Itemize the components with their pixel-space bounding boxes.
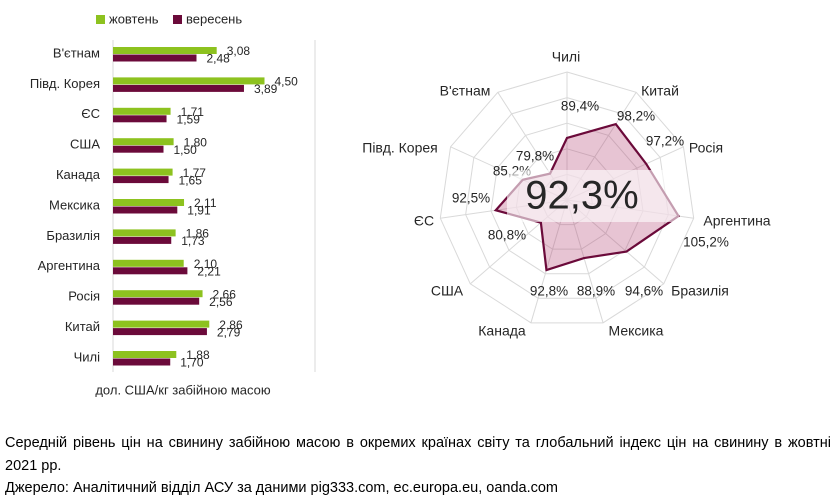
bar — [113, 328, 207, 336]
bar — [113, 358, 171, 366]
center-label: 92,3% — [525, 174, 638, 218]
value-label: 1,77 — [183, 166, 207, 180]
value-label: 89,4% — [561, 99, 599, 114]
value-label: 1,91 — [187, 204, 211, 218]
bar — [113, 229, 176, 237]
bar — [113, 351, 177, 358]
value-label: 105,2% — [683, 235, 729, 250]
legend-swatch — [96, 15, 105, 24]
value-label: 3,08 — [227, 44, 251, 58]
legend-swatch — [173, 15, 182, 24]
value-label: 1,88 — [186, 348, 210, 362]
value-label: 2,79 — [217, 325, 241, 339]
value-label: 88,9% — [577, 284, 615, 299]
value-label: 1,59 — [177, 112, 201, 126]
bar — [113, 54, 197, 62]
axis-category-label: Китай — [641, 83, 679, 99]
grid-ring — [465, 97, 669, 299]
value-label: 1,80 — [184, 135, 208, 149]
axis-category-label: Росія — [689, 140, 723, 156]
category-label: Канада — [56, 167, 101, 182]
axis-category-label: ЄС — [414, 213, 434, 229]
bar — [113, 267, 188, 275]
legend-label: жовтень — [109, 11, 159, 26]
bar — [113, 77, 265, 85]
value-label: 1,70 — [180, 356, 204, 370]
category-label: Аргентина — [38, 258, 101, 273]
bar — [113, 297, 200, 305]
category-label: В'єтнам — [53, 45, 100, 60]
center-label-bg — [507, 170, 679, 222]
value-label: 79,8% — [516, 149, 554, 164]
bar — [113, 176, 169, 184]
legend-label: вересень — [186, 11, 242, 26]
axis-category-label: Мексика — [609, 323, 664, 339]
bar — [113, 320, 210, 328]
value-label: 92,5% — [452, 191, 490, 206]
axis-category-label: Півд. Корея — [362, 140, 438, 156]
grid-ring — [490, 122, 644, 275]
value-label: 1,73 — [181, 234, 205, 248]
category-label: Мексика — [49, 197, 101, 212]
x-axis-label: дол. США/кг забійною масою — [95, 382, 271, 397]
value-label: 1,71 — [181, 105, 205, 119]
source: Джерело: Аналітичний відділ АСУ за даним… — [5, 480, 559, 496]
value-label: 2,86 — [219, 318, 243, 332]
value-label: 2,48 — [206, 52, 230, 66]
axis-category-label: Аргентина — [703, 213, 770, 229]
value-label: 2,66 — [213, 287, 237, 301]
value-label: 94,6% — [625, 284, 663, 299]
grid-ring — [439, 71, 695, 324]
category-label: Росія — [68, 289, 100, 304]
axis-category-label: Канада — [478, 323, 526, 339]
bar — [113, 290, 203, 298]
bar — [113, 138, 174, 146]
bar — [113, 168, 173, 176]
value-label: 1,50 — [174, 143, 198, 157]
bar — [113, 107, 171, 115]
value-label: 1,86 — [186, 227, 210, 241]
value-label: 3,89 — [254, 82, 278, 96]
value-label: 97,2% — [646, 134, 684, 149]
value-label: 92,8% — [530, 284, 568, 299]
axis-category-label: Бразилія — [671, 283, 729, 299]
bar — [113, 199, 185, 206]
category-label: Китай — [65, 319, 100, 334]
category-label: ЄС — [81, 106, 100, 121]
bar — [113, 236, 172, 244]
bar — [113, 259, 184, 267]
value-label: 98,2% — [617, 109, 655, 124]
value-label: 2,21 — [197, 264, 221, 278]
axis-category-label: В'єтнам — [440, 83, 491, 99]
bar — [113, 47, 217, 54]
value-label: 1,65 — [179, 173, 203, 187]
value-label: 80,8% — [488, 228, 526, 243]
value-label: 2,11 — [194, 196, 217, 210]
caption: Середній рівень цін на свинину забійною … — [5, 435, 831, 474]
value-label: 2,10 — [194, 257, 218, 271]
axis-category-label: США — [431, 283, 464, 299]
bar — [113, 206, 178, 214]
category-label: США — [70, 137, 100, 152]
charts: жовтень вересень В'єтнам 3,082,48 Півд. Коре… — [30, 11, 771, 397]
bar — [113, 115, 167, 123]
category-label: Півд. Корея — [30, 76, 100, 91]
value-label: 4,50 — [275, 75, 299, 89]
category-label: Чилі — [74, 349, 101, 364]
bar — [113, 145, 164, 153]
category-label: Бразилія — [46, 228, 100, 243]
axis-category-label: Чилі — [552, 49, 580, 65]
value-label: 2,56 — [209, 295, 233, 309]
bar — [113, 84, 244, 92]
